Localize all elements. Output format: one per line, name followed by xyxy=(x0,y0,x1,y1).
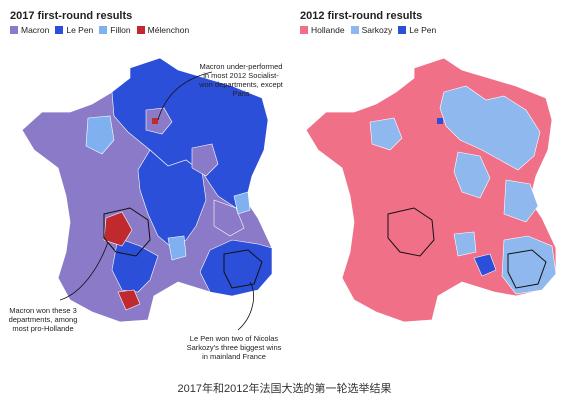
region-sarkozy-center-2012 xyxy=(453,151,491,199)
region-melenchon-south-2017 xyxy=(117,289,141,311)
legend-item-macron: Macron xyxy=(10,25,49,35)
legend-swatch-hollande xyxy=(300,26,308,34)
france-map-2012 xyxy=(305,57,557,323)
outline-macron-won-2017 xyxy=(103,207,151,257)
region-sarkozy-north-2012 xyxy=(439,85,541,171)
leader-line-lepen-won-2017 xyxy=(237,281,254,331)
legend-label-fillon: Fillon xyxy=(110,25,131,35)
region-lepen-2012 xyxy=(473,253,497,277)
outline-lepen-won-2012 xyxy=(507,249,547,289)
region-sarkozy-southeast-2012 xyxy=(501,235,557,295)
legend-label-melenchon: Mélenchon xyxy=(147,25,190,35)
region-sarkozy-west-2012 xyxy=(369,117,403,151)
france-map-2017 xyxy=(21,57,273,331)
region-macron-paris-2017 xyxy=(145,107,173,135)
region-fillon-east-2017 xyxy=(233,191,251,215)
legend-swatch-lepen-2017 xyxy=(55,26,64,34)
legend-label-lepen-2017: Le Pen xyxy=(66,25,94,35)
legend-label-sarkozy: Sarkozy xyxy=(361,25,393,35)
map-panel-2012: 2012 first-round results Hollande Sarkoz… xyxy=(290,0,569,372)
legend-swatch-melenchon xyxy=(136,26,145,34)
legend-item-sarkozy: Sarkozy xyxy=(350,25,393,35)
legend-item-lepen-2012: Le Pen xyxy=(398,25,436,35)
map-title-2017: 2017 first-round results xyxy=(10,10,133,22)
region-lepen-center-2017 xyxy=(137,149,207,247)
leader-line-paris-2017 xyxy=(157,71,213,121)
figure-caption: 2017年和2012年法国大选的第一轮选举结果 xyxy=(177,383,392,395)
region-sarkozy-east-2012 xyxy=(503,179,539,223)
outline-macron-won-2012 xyxy=(387,207,435,257)
legend-item-hollande: Hollande xyxy=(300,25,345,35)
region-fillon-south-2017 xyxy=(167,235,187,261)
region-lepen-southeast-2017 xyxy=(199,239,273,297)
region-lepen-paris-2012 xyxy=(437,118,443,124)
annotation-macron-won: Macron won these 3 departments, among mo… xyxy=(8,306,78,333)
legend-2012: Hollande Sarkozy Le Pen xyxy=(300,25,436,35)
outline-lepen-won-2017 xyxy=(223,249,263,289)
leader-line-macron-won-2017 xyxy=(59,241,109,301)
legend-2017: Macron Le Pen Fillon Mélenchon xyxy=(10,25,189,35)
legend-item-lepen-2017: Le Pen xyxy=(55,25,93,35)
region-melenchon-paris-2017 xyxy=(152,118,158,124)
legend-label-hollande: Hollande xyxy=(311,25,345,35)
annotation-lepen-won: Le Pen won two of Nicolas Sarkozy's thre… xyxy=(186,334,282,361)
legend-swatch-sarkozy xyxy=(350,26,359,34)
map-panel-2017: 2017 first-round results Macron Le Pen F… xyxy=(0,0,290,372)
annotation-paris: Macron under-performed in most 2012 Soci… xyxy=(199,62,283,98)
map-title-2012: 2012 first-round results xyxy=(300,10,423,22)
legend-swatch-lepen-2012 xyxy=(398,26,407,34)
region-macron-alps-2017 xyxy=(213,199,245,237)
region-fillon-normandy-2017 xyxy=(85,115,115,155)
legend-swatch-fillon xyxy=(99,26,108,34)
legend-item-fillon: Fillon xyxy=(99,25,131,35)
legend-swatch-macron xyxy=(10,26,18,34)
legend-item-melenchon: Mélenchon xyxy=(136,25,190,35)
region-sarkozy-south-2012 xyxy=(453,231,477,257)
region-macron-east-2017 xyxy=(191,143,219,177)
legend-label-macron: Macron xyxy=(21,25,50,35)
legend-label-lepen-2012: Le Pen xyxy=(409,25,437,35)
